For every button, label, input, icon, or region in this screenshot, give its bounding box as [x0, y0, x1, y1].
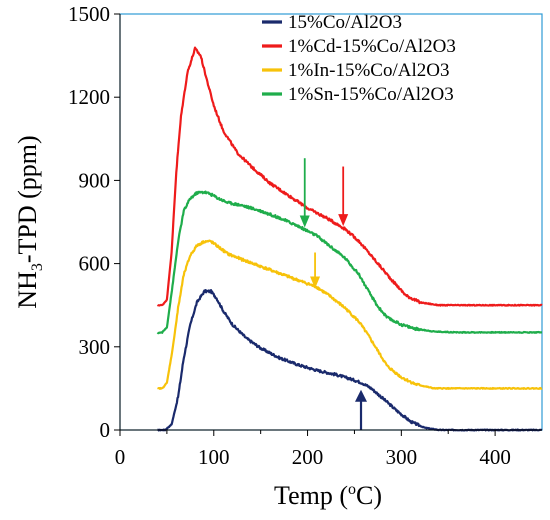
legend-entry-4: 1%Sn-15%Co/Al2O3: [262, 84, 454, 105]
legend-label: 1%In-15%Co/Al2O3: [288, 60, 449, 81]
x-tick-label: 300: [386, 445, 418, 469]
legend-entry-1: 15%Co/Al2O3: [262, 12, 402, 33]
legend-label: 15%Co/Al2O3: [288, 12, 402, 33]
x-tick-label: 0: [115, 445, 126, 469]
y-tick-label: 300: [79, 335, 111, 359]
x-tick-label: 200: [292, 445, 324, 469]
legend-entry-3: 1%In-15%Co/Al2O3: [262, 60, 449, 81]
annotation-layer: [299, 158, 368, 430]
annotation-arrow-3: [299, 158, 310, 228]
legend-label: 1%Sn-15%Co/Al2O3: [288, 84, 454, 105]
legend: 15%Co/Al2O3 1%Cd-15%Co/Al2O3 1%In-15%Co/Al…: [262, 12, 456, 105]
legend-entry-2: 1%Cd-15%Co/Al2O3: [262, 36, 456, 57]
annotation-arrow-4: [355, 389, 368, 430]
x-axis-title: Temp (oC): [274, 481, 382, 510]
x-tick-label: 400: [479, 445, 511, 469]
series-line-4: [156, 190, 543, 335]
series-line-3: [157, 239, 543, 390]
y-axis-title: NH3-TPD (ppm): [13, 135, 46, 308]
y-tick-label: 900: [79, 168, 111, 192]
series-line-2: [156, 46, 543, 307]
y-tick-label: 1500: [68, 2, 110, 26]
y-tick-label: 1200: [68, 85, 110, 109]
axes-layer: 0 100 200 300 400 0 300 600 900 1200 1500: [68, 2, 542, 469]
x-tick-label: 100: [198, 445, 230, 469]
y-tick-label: 0: [100, 418, 111, 442]
annotation-arrow-1: [338, 166, 349, 227]
y-tick-label: 600: [79, 252, 111, 276]
annotation-arrow-2: [310, 252, 321, 289]
legend-label: 1%Cd-15%Co/Al2O3: [288, 36, 456, 57]
